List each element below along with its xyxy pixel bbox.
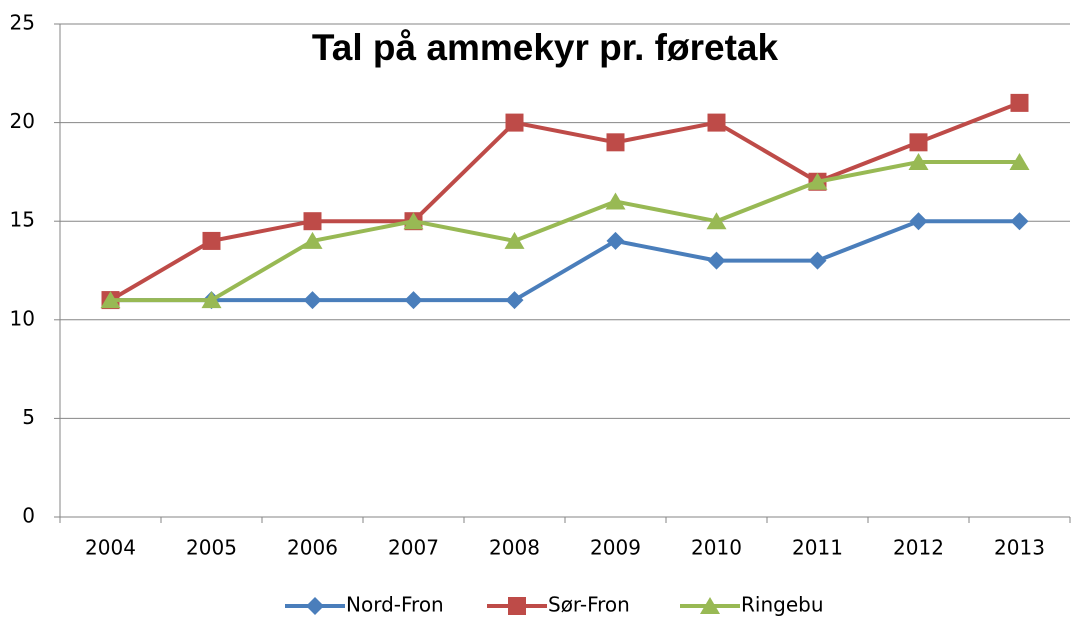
x-tick-label: 2008 <box>489 536 540 560</box>
marker <box>505 291 524 310</box>
marker <box>505 113 524 132</box>
y-tick-label: 10 <box>10 306 35 330</box>
y-tick-label: 15 <box>10 208 35 232</box>
y-tick-label: 20 <box>10 109 35 133</box>
marker <box>707 251 726 270</box>
x-tick-label: 2004 <box>85 536 136 560</box>
marker <box>1010 93 1029 112</box>
x-tick-label: 2005 <box>186 536 237 560</box>
marker <box>606 231 625 250</box>
legend-label: Nord-Fron <box>346 593 444 617</box>
y-tick-label: 25 <box>10 11 35 35</box>
marker <box>202 231 221 250</box>
marker <box>504 231 525 249</box>
marker <box>706 212 727 230</box>
series-line <box>109 101 1021 302</box>
marker <box>404 291 423 310</box>
marker <box>403 212 424 230</box>
series-line <box>110 219 1020 303</box>
marker <box>1009 153 1030 171</box>
x-tick-label: 2007 <box>388 536 439 560</box>
legend-marker <box>700 597 720 614</box>
marker <box>909 133 928 152</box>
legend-label: Sør-Fron <box>548 593 630 617</box>
marker <box>908 153 929 171</box>
marker <box>808 251 827 270</box>
marker <box>100 291 121 309</box>
marker <box>909 212 928 231</box>
legend-marker <box>306 597 324 615</box>
marker <box>303 291 322 310</box>
marker <box>1010 212 1029 231</box>
x-tick-label: 2009 <box>590 536 641 560</box>
marker <box>807 172 828 190</box>
legend-label: Ringebu <box>741 593 824 617</box>
x-tick-label: 2012 <box>893 536 944 560</box>
series-line <box>110 160 1020 303</box>
marker <box>605 192 626 210</box>
x-tick-label: 2006 <box>287 536 338 560</box>
x-tick-label: 2010 <box>691 536 742 560</box>
marker <box>302 231 323 249</box>
x-tick-label: 2011 <box>792 536 843 560</box>
marker <box>201 291 222 309</box>
legend-marker <box>508 597 526 615</box>
marker <box>606 133 625 152</box>
chart-title: Tal på ammekyr pr. føretak <box>312 27 779 68</box>
y-tick-label: 5 <box>22 405 35 429</box>
y-tick-label: 0 <box>22 504 35 528</box>
marker <box>303 212 322 231</box>
marker <box>707 113 726 132</box>
x-tick-label: 2013 <box>994 536 1045 560</box>
